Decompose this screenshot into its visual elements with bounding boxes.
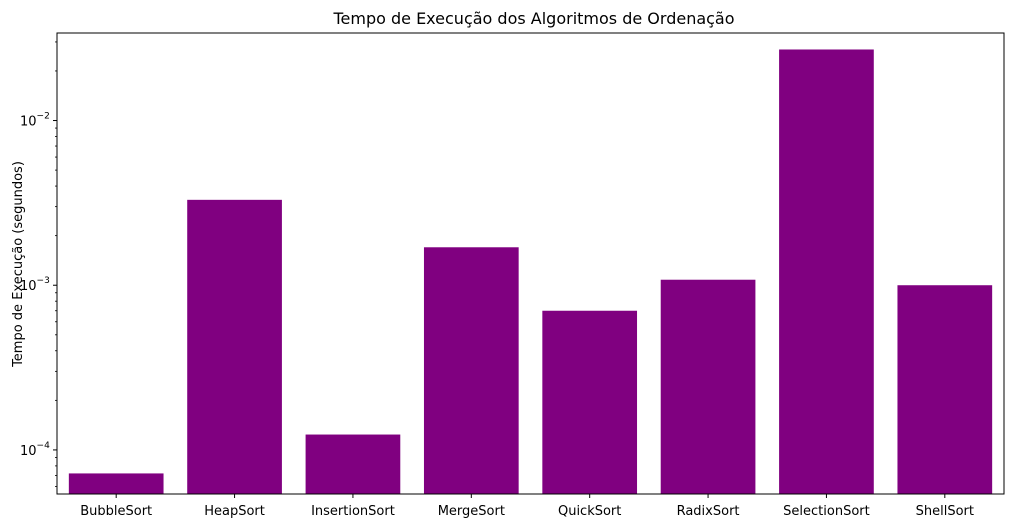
- bar-bubblesort: [68, 473, 164, 494]
- bar-selectionsort: [779, 49, 874, 494]
- y-tick-label: 10−2: [20, 112, 50, 130]
- chart-title: Tempo de Execução dos Algoritmos de Orde…: [332, 9, 734, 28]
- x-tick-label: InsertionSort: [311, 504, 395, 519]
- bar-shellsort: [897, 285, 993, 494]
- x-tick-label: MergeSort: [438, 504, 505, 519]
- x-tick-label: QuickSort: [558, 504, 621, 519]
- bar-heapsort: [187, 199, 282, 494]
- bar-insertionsort: [305, 434, 401, 494]
- y-axis-label: Tempo de Execução (segundos): [11, 161, 26, 368]
- y-tick-label: 10−3: [20, 276, 50, 294]
- axes-frame: [56, 32, 1005, 495]
- bar-quicksort: [542, 310, 638, 494]
- x-tick-label: SelectionSort: [783, 504, 870, 519]
- x-tick-label: HeapSort: [204, 504, 265, 519]
- y-tick-label: 10−4: [20, 441, 50, 459]
- bar-radixsort: [660, 279, 756, 494]
- bar-mergesort: [423, 247, 519, 494]
- plot-area: 10−4 10−3 10−2 BubbleSort HeapSort InsertionS…: [20, 32, 1005, 519]
- x-tick-label: RadixSort: [677, 504, 740, 519]
- x-tick-label: ShellSort: [916, 504, 974, 519]
- x-tick-label: BubbleSort: [80, 504, 152, 519]
